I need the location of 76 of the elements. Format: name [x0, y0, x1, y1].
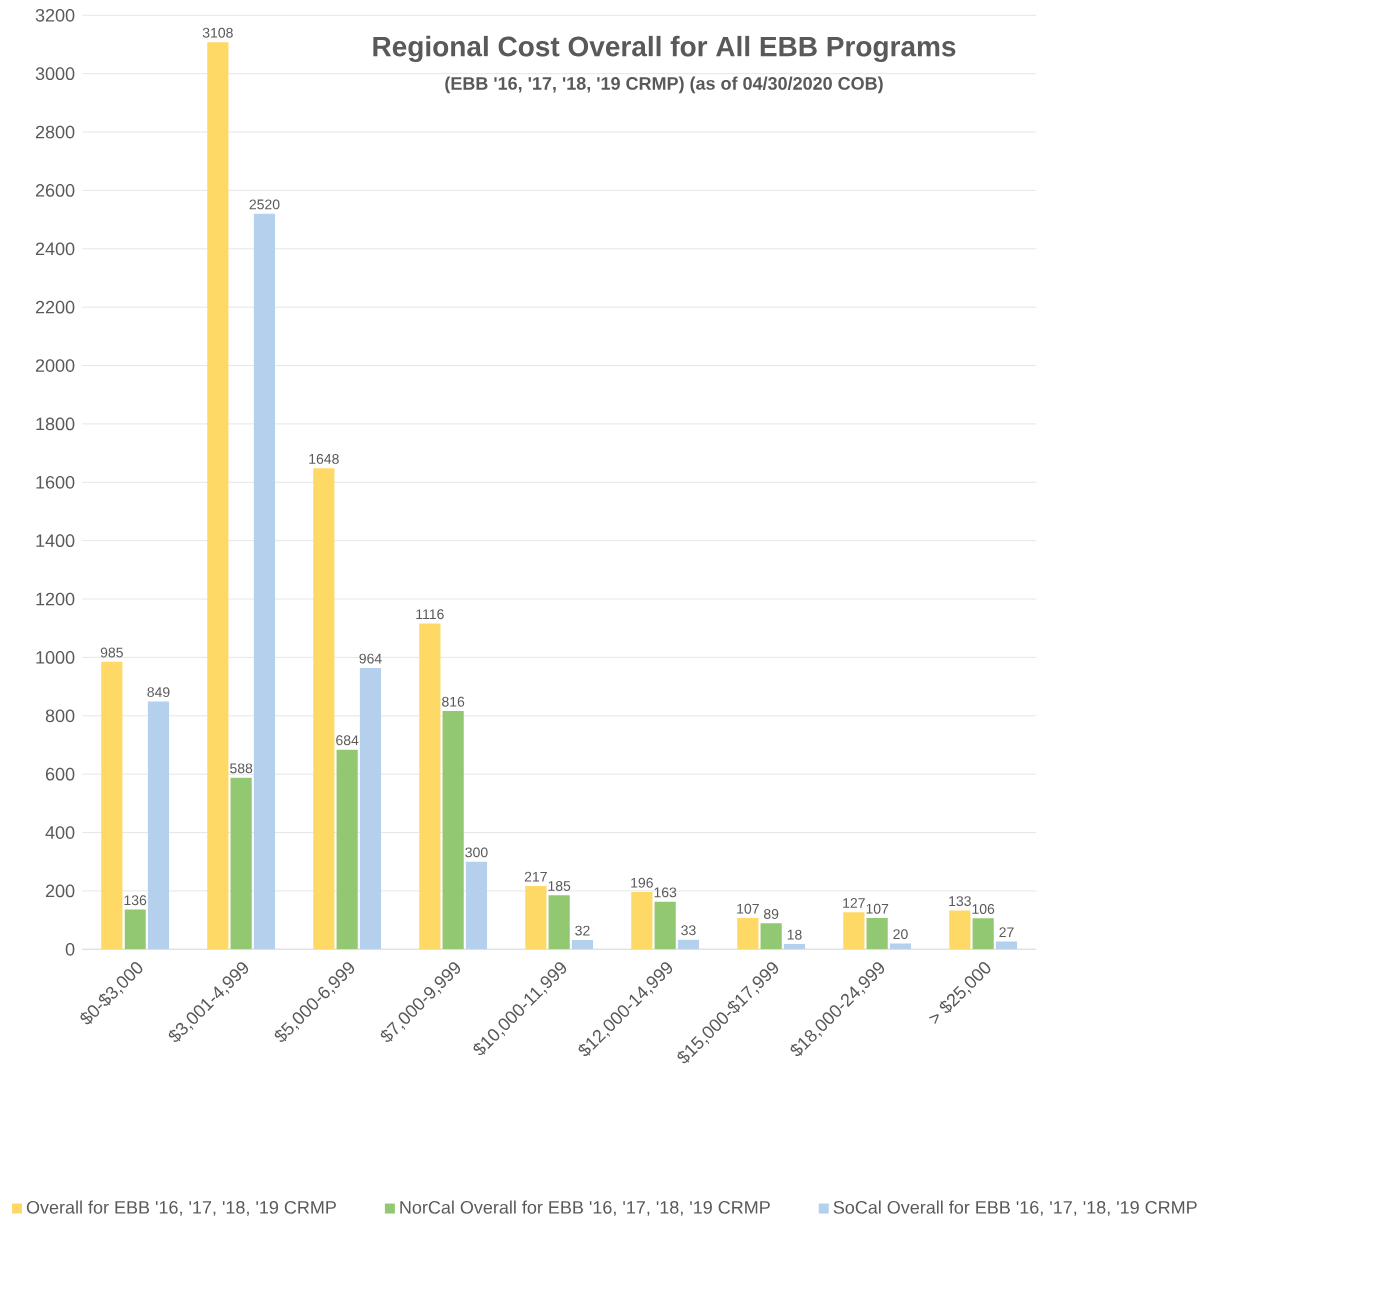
data-label: 33 — [681, 925, 696, 936]
y-tick-label: 400 — [45, 826, 75, 839]
y-tick-label: 1400 — [36, 534, 75, 548]
bar — [995, 941, 1018, 950]
data-label: 107 — [737, 903, 759, 914]
data-label: 20 — [893, 929, 908, 940]
data-label: 136 — [124, 895, 147, 906]
data-label: 185 — [548, 881, 571, 891]
y-tick-label: 1800 — [36, 417, 75, 431]
y-tick-label: 0 — [65, 942, 75, 956]
bar — [336, 749, 358, 950]
bar — [230, 777, 252, 950]
y-tick-label: 800 — [45, 709, 75, 723]
text: (EBB '16, '17, '18, '19 CRMP) (as of 04/30/2020 COB) — [445, 76, 883, 94]
bar — [843, 912, 865, 950]
bar — [442, 711, 464, 950]
data-label: 816 — [442, 696, 465, 707]
bar — [571, 939, 594, 950]
data-label: 32 — [575, 925, 590, 936]
y-tick-label: 1600 — [36, 475, 75, 489]
data-label: 163 — [654, 887, 677, 898]
legend-label: Overall for EBB '16, '17, '18, '19 CRMP — [26, 1200, 336, 1216]
y-tick-label: 2000 — [35, 359, 75, 372]
data-label: 27 — [999, 927, 1014, 938]
data-label: 217 — [524, 871, 547, 882]
bar — [313, 468, 335, 950]
data-label: 1116 — [416, 609, 444, 620]
y-tick-label: 1000 — [36, 651, 75, 664]
bar — [949, 910, 971, 950]
bar — [101, 661, 123, 950]
legend-label: SoCal Overall for EBB '16, '17, '18, '19 CRMP — [833, 1200, 1197, 1216]
bar — [737, 918, 759, 950]
data-label: 107 — [866, 903, 889, 914]
data-label: 127 — [843, 898, 865, 908]
data-label: 89 — [763, 909, 779, 919]
bar — [654, 901, 676, 950]
bar — [889, 943, 912, 950]
bar — [760, 923, 782, 950]
y-tick-label: 1200 — [36, 592, 75, 606]
y-tick-label: 3200 — [35, 8, 75, 22]
data-label: 849 — [147, 687, 170, 698]
data-label: 964 — [359, 653, 382, 664]
data-label: 588 — [230, 763, 253, 774]
data-label: 2520 — [249, 199, 280, 210]
y-tick-label: 2800 — [35, 125, 75, 139]
bar — [866, 918, 888, 950]
data-label: 18 — [787, 929, 802, 940]
data-label: 196 — [631, 877, 653, 888]
data-label: 985 — [100, 647, 123, 658]
bar — [525, 885, 547, 950]
bar — [677, 939, 700, 950]
y-tick-label: 2200 — [35, 300, 75, 314]
bar — [359, 667, 382, 950]
data-label: 106 — [972, 904, 995, 914]
y-tick-label: 600 — [45, 767, 75, 781]
bar — [253, 213, 276, 950]
data-label: 3108 — [202, 27, 233, 38]
bar — [783, 944, 806, 950]
bar — [419, 623, 441, 950]
legend-label: NorCal Overall for EBB '16, '17, '18, '19 CRMP — [400, 1200, 770, 1216]
bar — [465, 861, 488, 950]
bar — [631, 892, 653, 950]
y-tick-label: 200 — [45, 884, 75, 898]
data-label: 1648 — [309, 453, 339, 464]
bar — [147, 701, 170, 950]
bar — [548, 895, 570, 950]
data-label: 133 — [949, 896, 971, 907]
y-tick-label: 2400 — [35, 242, 75, 256]
bar — [207, 42, 229, 950]
text: Regional Cost Overall for All EBB Programs — [373, 35, 956, 63]
y-tick-label: 2600 — [35, 184, 75, 197]
data-label: 300 — [465, 847, 488, 858]
data-label: 684 — [336, 735, 359, 746]
bar — [972, 918, 994, 950]
bar — [124, 909, 146, 950]
y-tick-label: 3000 — [35, 67, 75, 81]
